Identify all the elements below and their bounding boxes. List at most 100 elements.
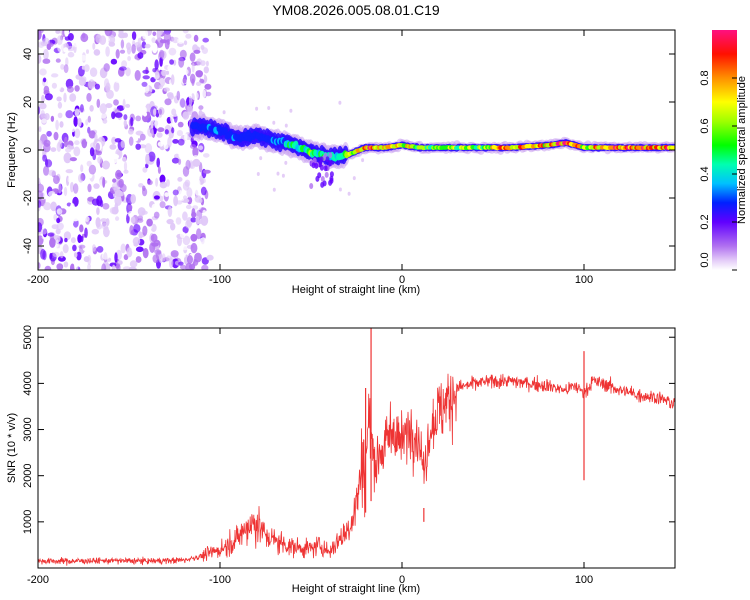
noise-speckle xyxy=(128,128,134,135)
noise-speckle xyxy=(179,231,186,239)
noise-speckle xyxy=(47,232,55,237)
noise-speckle xyxy=(157,141,164,147)
noise-speckle xyxy=(53,214,58,221)
noise-speckle xyxy=(38,183,44,193)
noise-speckle xyxy=(56,222,64,231)
noise-speckle xyxy=(203,169,211,174)
noise-speckle xyxy=(141,81,148,87)
noise-speckle xyxy=(80,33,89,43)
colorbar-tick-label: 0.4 xyxy=(699,166,711,181)
noise-speckle xyxy=(193,34,199,43)
colorbar: 0.0 0.2 0.4 0.6 0.8 Normalized spectral ampl… xyxy=(699,30,748,271)
noise-speckle xyxy=(64,237,68,243)
noise-speckle xyxy=(170,250,179,258)
noise-speckle xyxy=(122,156,127,162)
noise-speckle xyxy=(157,127,165,133)
noise-speckle xyxy=(79,54,88,61)
noise-speckle xyxy=(135,115,142,122)
noise-speckle xyxy=(113,99,119,106)
noise-speckle xyxy=(42,154,47,162)
noise-speckle xyxy=(179,49,187,59)
noise-speckle xyxy=(48,169,57,176)
noise-speckle xyxy=(65,169,74,174)
spectrogram-x-tick-label: 100 xyxy=(575,274,593,286)
noise-speckle xyxy=(347,191,351,196)
noise-speckle xyxy=(167,64,174,72)
noise-speckle xyxy=(186,187,193,198)
noise-speckle xyxy=(114,40,119,46)
ridge-plume xyxy=(320,176,325,182)
noise-speckle xyxy=(128,163,137,174)
noise-speckle xyxy=(95,34,103,44)
noise-speckle xyxy=(281,173,285,178)
noise-speckle xyxy=(119,66,127,71)
noise-speckle xyxy=(171,108,177,116)
noise-speckle xyxy=(158,84,163,90)
noise-speckle xyxy=(92,244,96,252)
noise-speckle xyxy=(163,103,169,115)
noise-speckle xyxy=(127,56,131,61)
noise-speckle xyxy=(108,247,116,255)
noise-speckle xyxy=(72,244,77,252)
noise-speckle xyxy=(142,166,148,173)
noise-speckle xyxy=(203,153,210,158)
ridge-core xyxy=(223,127,228,135)
noise-speckle xyxy=(194,186,202,196)
noise-speckle xyxy=(41,118,47,124)
noise-speckle xyxy=(38,126,42,133)
noise-speckle xyxy=(40,228,47,235)
noise-speckle xyxy=(129,225,134,235)
noise-speckle xyxy=(101,222,109,230)
noise-speckle xyxy=(172,139,179,144)
noise-speckle xyxy=(46,124,51,134)
noise-speckle xyxy=(142,106,147,114)
noise-speckle xyxy=(182,181,190,191)
noise-speckle xyxy=(187,104,193,114)
noise-speckle xyxy=(38,177,41,185)
noise-speckle xyxy=(126,247,133,258)
noise-speckle xyxy=(105,103,113,109)
noise-speckle xyxy=(85,119,89,126)
noise-speckle xyxy=(159,181,168,189)
noise-speckle xyxy=(117,180,124,188)
noise-speckle xyxy=(150,233,158,243)
noise-speckle xyxy=(56,35,63,46)
ridge-plume xyxy=(315,175,320,182)
noise-speckle xyxy=(153,211,160,219)
noise-speckle xyxy=(154,249,162,255)
noise-speckle xyxy=(89,105,94,112)
noise-speckle xyxy=(157,30,163,36)
noise-speckle xyxy=(272,187,276,192)
noise-speckle xyxy=(115,49,120,59)
noise-speckle xyxy=(114,138,122,143)
noise-speckle xyxy=(352,176,356,181)
noise-speckle xyxy=(59,162,65,169)
noise-speckle xyxy=(88,164,97,175)
noise-speckle xyxy=(289,108,293,113)
snr-frame xyxy=(37,327,676,569)
noise-speckle xyxy=(171,157,180,164)
noise-speckle xyxy=(142,112,148,117)
noise-speckle xyxy=(57,44,65,53)
noise-speckle xyxy=(92,111,96,123)
noise-speckle xyxy=(121,60,128,68)
noise-speckle xyxy=(63,92,67,103)
noise-speckle xyxy=(167,136,172,148)
noise-speckle xyxy=(130,216,136,224)
noise-speckle xyxy=(104,30,113,37)
noise-speckle xyxy=(110,153,119,164)
colorbar-gradient xyxy=(712,30,737,270)
noise-speckle xyxy=(112,120,120,128)
noise-speckle xyxy=(46,71,52,77)
noise-speckle xyxy=(144,143,153,154)
noise-speckle xyxy=(55,239,59,248)
snr-plot-area xyxy=(38,328,675,568)
noise-speckle xyxy=(46,43,52,50)
noise-speckle xyxy=(86,92,92,102)
noise-speckle xyxy=(159,108,162,115)
noise-speckle xyxy=(175,217,182,225)
ridge-plume xyxy=(323,165,328,172)
noise-speckle xyxy=(87,254,92,265)
noise-speckle xyxy=(74,85,80,92)
